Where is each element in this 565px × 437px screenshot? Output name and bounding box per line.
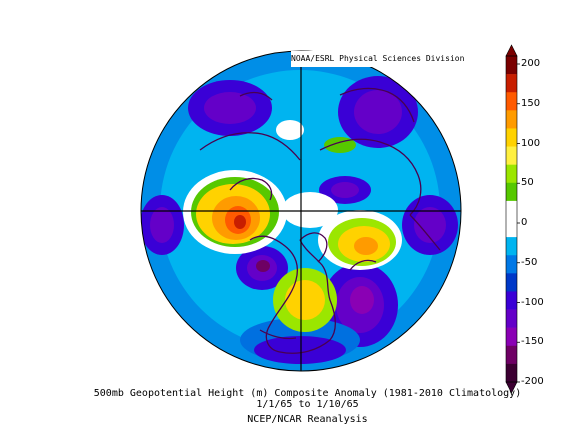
colorbar-tick-label: 200 <box>521 58 541 69</box>
colorbar-segment <box>506 363 517 383</box>
negative-anomaly-south-band-core <box>254 336 346 364</box>
colorbar-tick-label: -50 <box>521 256 538 268</box>
colorbar-top-arrow <box>505 44 518 57</box>
colorbar-tick-label: 100 <box>521 137 541 149</box>
polar-map <box>141 51 461 371</box>
caption-dates: 1/1/65 to 1/10/65 <box>256 399 359 410</box>
colorbar-segment <box>506 345 517 365</box>
colorbar-segment <box>506 92 517 111</box>
coastlines <box>199 87 441 354</box>
caption-source: NCEP/NCAR Reanalysis <box>247 414 368 425</box>
caption-title: 500mb Geopotential Height (m) Composite … <box>93 388 522 399</box>
negative-anomaly-west-canada-core <box>256 260 270 272</box>
negative-anomaly-east-edge-core <box>414 207 446 243</box>
negative-anomaly-west-edge-core <box>150 207 174 243</box>
positive-anomaly-pacific-core <box>234 215 246 229</box>
negative-anomaly-north-pacific-core <box>204 92 256 124</box>
negative-anomaly-polar-core <box>331 182 359 198</box>
colorbar-segment <box>506 291 517 310</box>
colorbar-outline <box>505 55 518 383</box>
colorbar-tick-label: 0 <box>521 217 528 228</box>
neutral-patch-north <box>276 120 304 140</box>
positive-anomaly-arctic-core <box>354 237 378 255</box>
colorbar-tick-label: 150 <box>521 97 541 109</box>
colorbar <box>505 44 520 394</box>
colorbar-segment <box>506 237 517 256</box>
positive-anomaly-us-core <box>285 280 325 320</box>
colorbar-segment <box>506 309 517 328</box>
colorbar-segment <box>506 255 517 274</box>
colorbar-segment <box>506 219 517 238</box>
colorbar-segment <box>506 110 517 129</box>
colorbar-segment <box>506 273 517 292</box>
colorbar-segment <box>506 146 517 165</box>
colorbar-segment <box>506 200 517 220</box>
negative-anomaly-atlantic-core <box>350 286 374 314</box>
colorbar-tick-label: -150 <box>521 336 544 348</box>
colorbar-segment <box>506 182 517 202</box>
neutral-patch-pole <box>282 192 338 228</box>
colorbar-tick-label: -100 <box>521 296 544 308</box>
negative-anomaly-siberia-core <box>354 90 402 134</box>
credit-label: NOAA/ESRL Physical Sciences Division <box>291 51 464 67</box>
colorbar-segment <box>506 164 517 184</box>
colorbar-segment <box>506 327 517 347</box>
colorbar-segment <box>506 74 517 93</box>
colorbar-tick-label: 50 <box>521 177 534 189</box>
colorbar-segment <box>506 56 517 75</box>
colorbar-segment <box>506 128 517 147</box>
colorbar-tick-label: -200 <box>521 376 544 387</box>
